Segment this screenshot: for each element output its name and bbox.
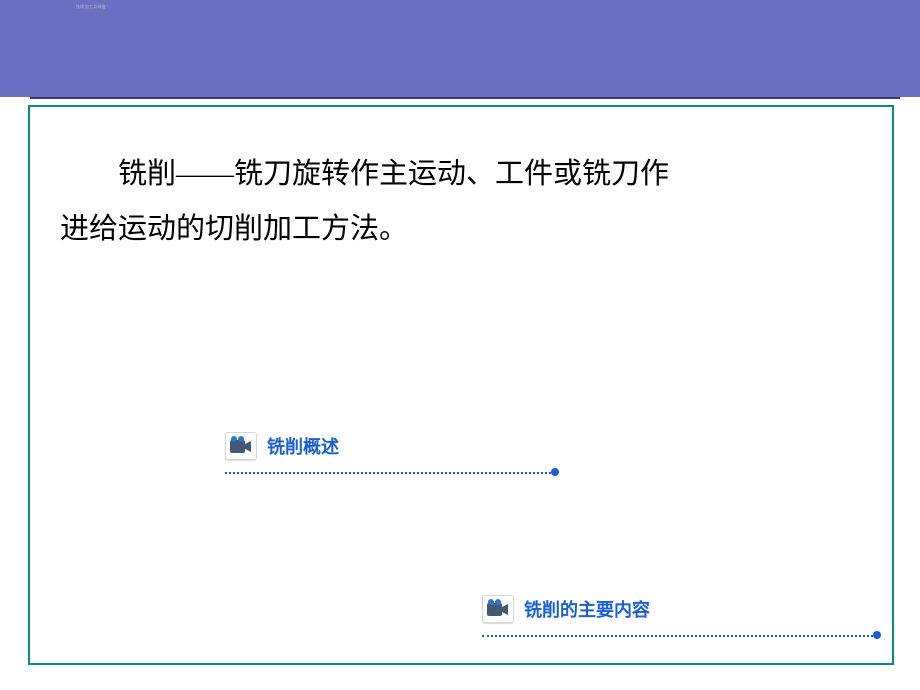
link-main-content-label: 铣削的主要内容 (524, 596, 650, 622)
camera-icon (225, 432, 257, 460)
link-overview-label: 铣削概述 (267, 433, 339, 459)
dot-end-1 (551, 468, 559, 476)
header-divider (30, 97, 900, 99)
link-overview[interactable]: 铣削概述 (225, 432, 339, 460)
dot-end-2 (873, 631, 881, 639)
dotted-rule-1 (225, 472, 555, 474)
header-band: 铣削加工及装备 (0, 0, 920, 97)
header-tiny-caption: 铣削加工及装备 (76, 4, 106, 10)
link-main-content[interactable]: 铣削的主要内容 (482, 595, 650, 623)
body-line2: 进给运动的切削加工方法。 (60, 213, 408, 245)
dotted-rule-2 (482, 635, 877, 637)
body-paragraph: 铣削——铣刀旋转作主运动、工件或铣刀作 进给运动的切削加工方法。 (60, 147, 862, 257)
body-line1: 铣削——铣刀旋转作主运动、工件或铣刀作 (118, 158, 669, 190)
camera-icon (482, 595, 514, 623)
content-frame: 铣削——铣刀旋转作主运动、工件或铣刀作 进给运动的切削加工方法。 铣削概述 铣削… (28, 105, 894, 665)
